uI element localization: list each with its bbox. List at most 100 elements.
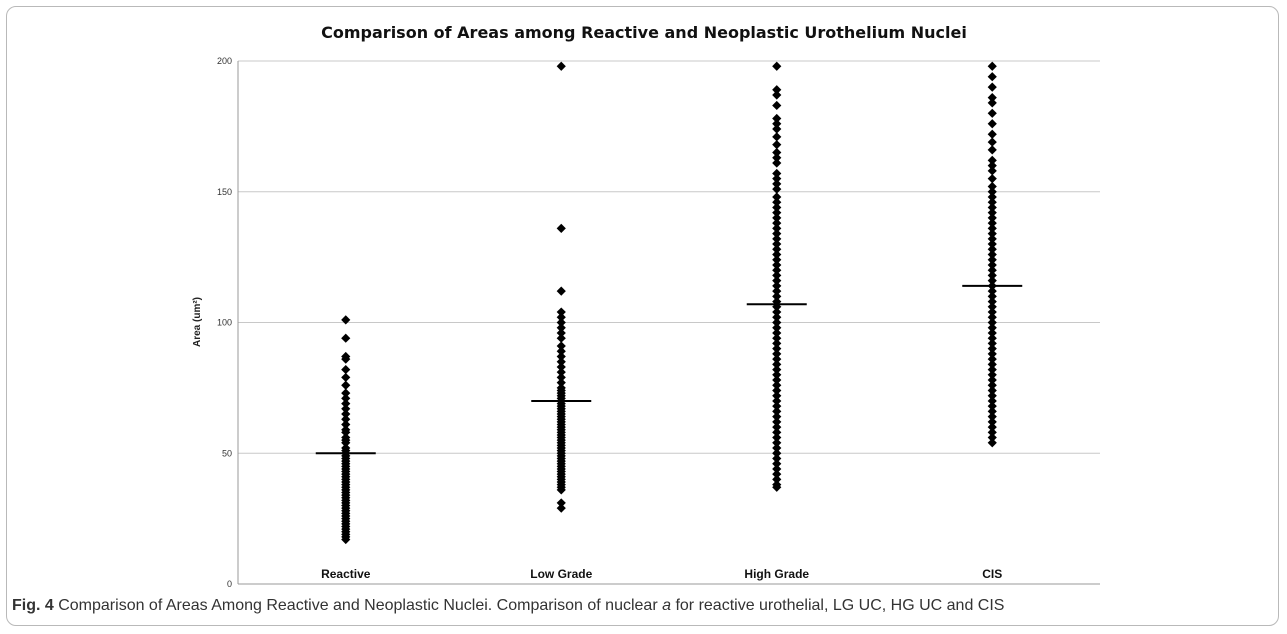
data-point [556,317,566,328]
data-point [772,317,782,328]
x-tick-label: Low Grade [530,567,592,581]
axes: 0 50 100 150 200 Reactive Low Grade High Grade C… [217,56,1100,589]
data-point [987,166,997,176]
data-point [987,228,997,239]
data-point [987,276,997,286]
figure-caption: Fig. 4 Comparison of Areas Among Reactiv… [12,597,1004,615]
data-point [341,364,351,375]
data-point [556,307,566,317]
data-point [987,223,997,233]
data-point [987,427,997,437]
data-point [772,370,782,380]
data-point [772,443,782,453]
data-point [772,85,782,95]
data-point [987,72,997,82]
data-point [772,249,782,260]
data-point [987,412,997,422]
data-point [987,181,997,192]
data-point [772,124,782,134]
data-point [987,375,997,385]
data-point [341,333,351,343]
data-point [987,401,997,411]
data-point [772,417,782,427]
data-point [772,213,782,223]
data-point [772,184,782,194]
data-point [772,265,782,275]
data-point [987,302,997,312]
data-point [772,464,782,474]
data-point [987,422,997,432]
caption-label: Fig. 4 [12,597,54,614]
data-point [772,153,782,163]
x-tick-label: High Grade [744,567,809,581]
data-point [987,438,997,448]
data-point [556,312,566,322]
data-point [772,312,782,322]
data-point [772,260,782,270]
data-point [772,192,782,202]
data-point [987,328,997,338]
data-point [556,503,566,513]
data-point [772,90,782,100]
data-point [772,328,782,338]
data-point [341,372,351,383]
data-point [772,375,782,385]
data-point [987,108,997,118]
y-tick-label: 50 [222,448,232,458]
data-point [987,406,997,417]
data-point [987,234,997,244]
data-point [772,406,782,417]
data-point [772,286,782,296]
data-point [987,370,997,380]
data-point [556,286,566,296]
data-point [772,228,782,239]
data-point [987,396,997,406]
data-point [772,140,782,150]
data-point [341,409,351,419]
data-point [987,244,997,254]
data-point [772,239,782,249]
y-tick-label: 100 [217,318,232,328]
data-point [987,98,997,108]
data-point [772,380,782,390]
data-point [987,391,997,401]
data-point [987,161,997,171]
data-point [987,333,997,343]
data-point [772,208,782,218]
data-point [987,119,997,129]
data-point [341,404,351,414]
data-point [341,380,351,390]
data-point [772,147,782,158]
data-point [772,391,782,401]
data-point [556,485,566,495]
data-point [556,328,566,338]
data-point [556,223,566,233]
data-point [556,372,566,383]
data-point [772,168,782,179]
data-point [987,93,997,103]
data-point [772,448,782,458]
data-point [772,276,782,286]
data-point [987,296,997,307]
data-point [341,393,351,403]
data-point [987,249,997,260]
data-point [772,270,782,281]
data-point [772,296,782,307]
data-point [987,265,997,275]
data-point [341,398,351,409]
data-point [341,427,351,437]
y-tick-label: 200 [217,56,232,66]
data-point [556,362,566,372]
data-point [772,438,782,448]
data-point [772,234,782,244]
data-point [987,380,997,390]
data-point [987,155,997,165]
data-point [987,349,997,359]
y-tick-label: 150 [217,187,232,197]
x-tick-label: Reactive [321,567,371,581]
data-point [772,422,782,432]
data-point [772,482,782,492]
data-point [772,354,782,364]
data-point [556,351,566,362]
data-point [772,119,782,129]
